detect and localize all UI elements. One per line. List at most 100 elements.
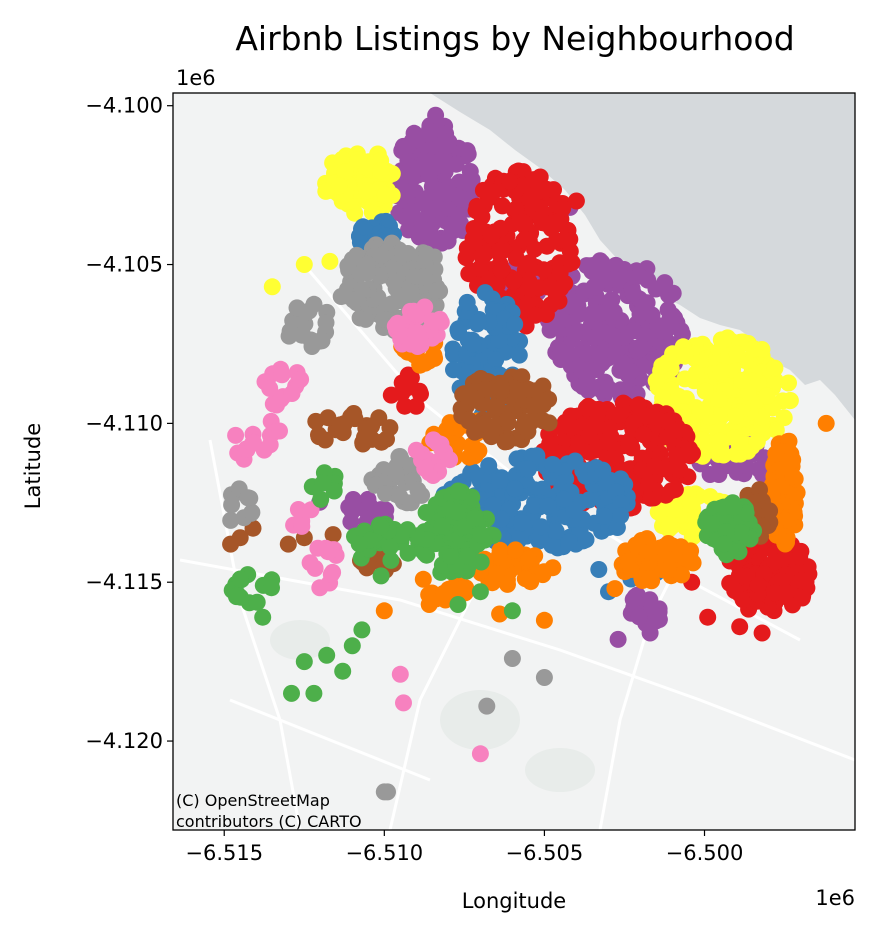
listing-point (350, 535, 368, 553)
listing-point (586, 328, 604, 346)
listing-point (767, 445, 785, 463)
x-tick-label: −6.505 (506, 841, 584, 865)
x-tick-label: −6.515 (185, 841, 263, 865)
listing-point (423, 312, 441, 330)
listing-point (510, 346, 528, 364)
listing-point (713, 404, 731, 422)
listing-point (602, 449, 620, 467)
listing-point (745, 340, 763, 358)
chart-title: Airbnb Listings by Neighbourhood (235, 19, 794, 58)
listing-point (758, 387, 776, 405)
listing-point (228, 587, 246, 605)
listing-point (375, 602, 393, 620)
listing-point (600, 325, 618, 343)
listing-point (522, 573, 540, 591)
listing-point (547, 522, 565, 540)
listing-point (780, 374, 797, 392)
listing-point (420, 596, 438, 613)
listing-point (450, 211, 467, 229)
listing-point (334, 662, 352, 680)
listing-point (514, 213, 532, 231)
listing-point (566, 452, 584, 470)
listing-point (590, 400, 607, 418)
listing-point (727, 407, 745, 425)
listing-point (471, 259, 489, 277)
listing-point (399, 544, 417, 562)
listing-point (409, 323, 427, 341)
listing-point (646, 457, 664, 475)
listing-point (586, 278, 604, 296)
listing-point (358, 264, 376, 282)
listing-point (469, 467, 487, 485)
listing-point (503, 602, 521, 620)
listing-point (797, 573, 815, 591)
listing-point (506, 480, 524, 498)
listing-point (622, 363, 640, 380)
listing-point (748, 433, 766, 451)
y-tick-label: −4.105 (85, 253, 163, 277)
listing-point (535, 669, 553, 686)
listing-point (554, 199, 572, 217)
listing-point (407, 441, 425, 459)
listing-point (630, 608, 648, 626)
x-tick-label: −6.510 (345, 841, 423, 865)
listing-point (389, 314, 407, 332)
listing-point (392, 451, 410, 468)
listing-point (377, 485, 394, 503)
park-areas (270, 620, 595, 792)
listing-point (466, 509, 484, 527)
listing-point (484, 183, 502, 201)
listing-point (633, 339, 651, 356)
listing-point (449, 596, 467, 613)
listing-point (353, 621, 371, 639)
listing-point (786, 483, 804, 501)
listing-point (725, 498, 743, 516)
listing-point (416, 459, 434, 477)
listing-point (433, 234, 451, 252)
listing-point (464, 335, 482, 353)
listing-point (609, 406, 627, 424)
listing-point (520, 550, 538, 568)
listing-point (222, 511, 240, 529)
listing-point (513, 514, 531, 532)
listing-point (470, 442, 488, 460)
listing-point (535, 261, 553, 279)
listing-point (668, 446, 686, 464)
listing-point (254, 608, 272, 626)
listing-point (634, 425, 652, 443)
listing-point (412, 385, 429, 403)
listing-point (491, 242, 509, 260)
listing-point (732, 434, 749, 451)
listing-point (518, 418, 536, 435)
listing-point (381, 538, 399, 556)
listing-point (343, 637, 361, 655)
listing-point (599, 379, 617, 397)
listing-point (715, 332, 733, 350)
listing-point (594, 461, 612, 479)
listing-point (458, 293, 476, 311)
listing-point (582, 419, 600, 436)
listing-point (372, 162, 390, 180)
listing-point (624, 284, 642, 302)
listing-point (526, 240, 543, 258)
listing-point (519, 460, 537, 478)
listing-point (641, 543, 659, 561)
listing-point (794, 587, 812, 605)
listing-point (606, 270, 624, 288)
listing-point (428, 282, 446, 300)
listing-point (692, 431, 710, 449)
listing-point (781, 392, 799, 409)
listing-point (620, 434, 638, 452)
y-tick-label: −4.110 (85, 411, 163, 435)
listing-point (491, 605, 509, 623)
listing-point (488, 565, 506, 583)
listing-point (699, 608, 717, 626)
listing-point (395, 694, 412, 712)
listing-point (376, 186, 394, 204)
listing-point (446, 583, 464, 601)
listing-point (445, 361, 462, 379)
listing-point (595, 507, 613, 525)
listing-point (791, 548, 809, 566)
listing-point (379, 783, 396, 801)
listing-point (336, 163, 354, 181)
